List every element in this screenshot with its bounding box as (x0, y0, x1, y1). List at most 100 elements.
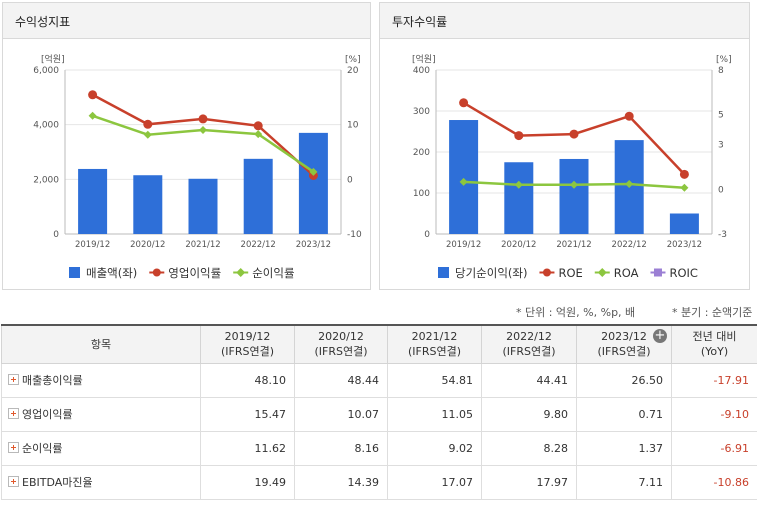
data-point (459, 177, 468, 186)
left-tick-label: 6,000 (33, 66, 59, 76)
left-tick-label: 2,000 (33, 175, 59, 185)
profitability-chart: [억원] [%] 0 2,000 4,000 6,000 -10 0 10 20 2019/12 20… (33, 53, 362, 280)
table-cell: 8.16 (294, 430, 388, 466)
legend-label: 순이익률 (252, 266, 294, 280)
table-row: EBITDA마진율 19.49 14.39 17.07 17.97 7.11 -… (1, 464, 757, 500)
row-label[interactable]: 영업이익률 (1, 396, 201, 432)
left-tick-label: 400 (413, 66, 430, 76)
right-tick-label: 3 (718, 141, 724, 151)
row-label[interactable]: EBITDA마진율 (1, 464, 201, 500)
period-note: * 분기 : 순액기준 (672, 306, 753, 319)
right-tick-label: 10 (347, 121, 359, 131)
table-cell: 48.10 (200, 362, 295, 398)
expand-icon[interactable] (8, 476, 19, 487)
left-tick-label: 300 (413, 107, 430, 117)
x-tick-label: 2020/12 (501, 240, 536, 250)
expand-icon[interactable] (8, 442, 19, 453)
panel-title: 수익성지표 (3, 3, 370, 39)
legend-marker (653, 268, 662, 277)
row-label[interactable]: 매출총이익률 (1, 362, 201, 398)
header-yoy: 전년 대비 (YoY) (671, 324, 757, 364)
table-cell: 48.44 (294, 362, 388, 398)
expand-icon[interactable] (8, 408, 19, 419)
legend-marker (152, 268, 161, 277)
legend-label: 영업이익률 (168, 266, 221, 280)
data-point (680, 183, 689, 192)
bar (504, 162, 534, 234)
legend-label: 매출액(좌) (86, 266, 137, 280)
legend-label: ROA (614, 266, 639, 280)
series-line (92, 93, 315, 177)
x-tick-label: 2022/12 (612, 240, 647, 250)
table-cell: 8.28 (481, 430, 577, 466)
yoy-cell: -9.10 (671, 396, 757, 432)
table-cell: 0.71 (576, 396, 672, 432)
legend-swatch (438, 267, 449, 278)
table-cell: 15.47 (200, 396, 295, 432)
right-tick-label: 0 (347, 175, 353, 185)
table-cell: 26.50 (576, 362, 672, 398)
add-column-icon[interactable]: + (653, 328, 667, 343)
data-point (88, 111, 97, 120)
table-cell: 11.05 (387, 396, 482, 432)
x-tick-label: 2023/12 (667, 240, 702, 250)
left-tick-label: 0 (424, 230, 430, 240)
investment-return-chart: [억원] [%] 0 100 200 300 400 -3 0 3 5 8 2019/12 2020/12… (412, 53, 732, 280)
x-tick-label: 2021/12 (185, 240, 220, 250)
right-tick-label: 5 (718, 111, 724, 121)
data-point (253, 121, 263, 131)
legend-label: 당기순이익(좌) (455, 266, 527, 280)
bar (243, 158, 273, 234)
data-point (309, 167, 318, 176)
header-year: 2020/12 (IFRS연결) (294, 324, 388, 364)
table-cell: 1.37 (576, 430, 672, 466)
left-tick-label: 4,000 (33, 121, 59, 131)
table-cell: 54.81 (387, 362, 482, 398)
table-header-row: 항목 2019/12 (IFRS연결) 2020/12 (IFRS연결) 2021/… (1, 324, 757, 364)
x-tick-label: 2021/12 (556, 240, 591, 250)
data-point (459, 98, 469, 108)
expand-icon[interactable] (8, 374, 19, 385)
header-year: 2022/12 (IFRS연결) (481, 324, 577, 364)
right-axis-unit: [%] (716, 55, 732, 65)
data-point (143, 130, 152, 139)
profitability-chart-panel: 수익성지표 [억원] [%] 0 2,000 4,000 6,000 -10 0 10 20 201… (2, 2, 371, 290)
table-cell: 19.49 (200, 464, 295, 500)
table-cell: 7.11 (576, 464, 672, 500)
yoy-cell: -6.91 (671, 430, 757, 466)
left-axis-unit: [억원] (412, 53, 436, 65)
ratio-table-wrapper: 항목 2019/12 (IFRS연결) 2020/12 (IFRS연결) 2021/… (1, 324, 757, 505)
data-point (88, 90, 98, 100)
legend-marker (236, 268, 246, 277)
bar (449, 120, 479, 234)
data-point (254, 130, 263, 139)
data-point (570, 180, 578, 189)
header-year: 2021/12 (IFRS연결) (387, 324, 482, 364)
right-tick-label: -10 (347, 230, 362, 240)
bar (133, 175, 163, 234)
data-point (198, 114, 208, 124)
header-year: 2019/12 (IFRS연결) (200, 324, 295, 364)
bar (298, 132, 328, 234)
left-tick-label: 100 (413, 189, 430, 199)
table-cell: 9.02 (387, 430, 482, 466)
data-point (679, 169, 689, 179)
header-year: 2023/12 (IFRS연결) + (576, 324, 672, 364)
legend-label: ROE (558, 266, 582, 280)
right-tick-label: 20 (347, 66, 359, 76)
table-cell: 9.80 (481, 396, 577, 432)
legend-marker (542, 268, 551, 277)
left-axis-unit: [억원] (41, 53, 65, 65)
data-point (143, 119, 153, 129)
data-point (569, 129, 579, 139)
x-tick-label: 2022/12 (241, 240, 276, 250)
left-tick-label: 200 (413, 148, 430, 158)
header-item: 항목 (1, 324, 201, 364)
table-cell: 10.07 (294, 396, 388, 432)
table-cell: 17.07 (387, 464, 482, 500)
row-label[interactable]: 순이익률 (1, 430, 201, 466)
right-tick-label: 8 (718, 66, 724, 76)
legend-label: ROIC (669, 266, 697, 280)
table-cell: 17.97 (481, 464, 577, 500)
table-cell: 14.39 (294, 464, 388, 500)
